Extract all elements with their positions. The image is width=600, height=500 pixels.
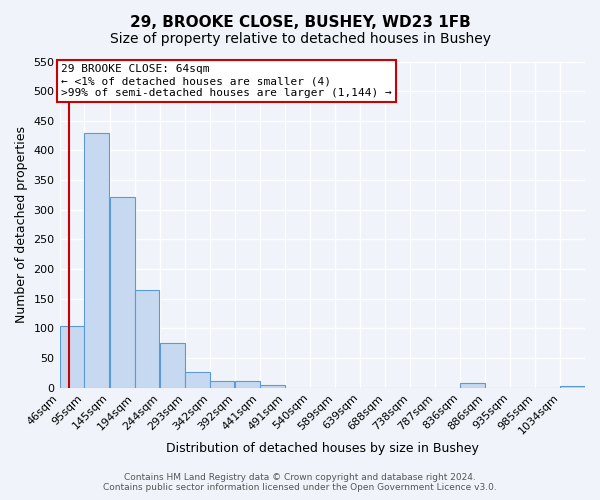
- X-axis label: Distribution of detached houses by size in Bushey: Distribution of detached houses by size …: [166, 442, 479, 455]
- Text: 29, BROOKE CLOSE, BUSHEY, WD23 1FB: 29, BROOKE CLOSE, BUSHEY, WD23 1FB: [130, 15, 470, 30]
- Bar: [235, 380, 260, 388]
- Bar: [209, 380, 235, 388]
- Y-axis label: Number of detached properties: Number of detached properties: [15, 126, 28, 323]
- Bar: [260, 385, 284, 388]
- Text: Size of property relative to detached houses in Bushey: Size of property relative to detached ho…: [110, 32, 491, 46]
- Bar: [134, 290, 160, 388]
- Bar: [85, 132, 109, 388]
- Bar: [185, 372, 209, 388]
- Text: Contains HM Land Registry data © Crown copyright and database right 2024.
Contai: Contains HM Land Registry data © Crown c…: [103, 473, 497, 492]
- Bar: [110, 197, 134, 388]
- Bar: [160, 344, 185, 388]
- Bar: [560, 386, 585, 388]
- Bar: [460, 383, 485, 388]
- Bar: [59, 326, 85, 388]
- Text: 29 BROOKE CLOSE: 64sqm
← <1% of detached houses are smaller (4)
>99% of semi-det: 29 BROOKE CLOSE: 64sqm ← <1% of detached…: [61, 64, 392, 98]
